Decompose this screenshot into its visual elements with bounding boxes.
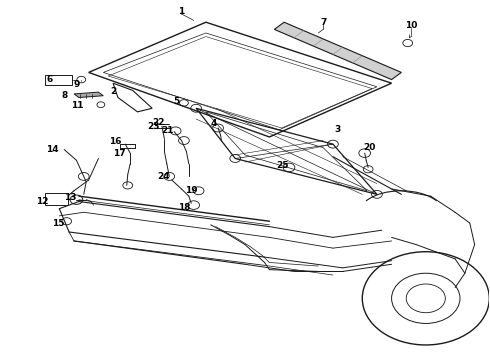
Text: 10: 10 [405,21,417,30]
Text: 17: 17 [113,149,126,158]
Text: 5: 5 [173,96,180,105]
Polygon shape [274,22,401,80]
Text: 13: 13 [64,193,77,202]
Text: 18: 18 [178,203,190,212]
Text: 6: 6 [47,75,53,84]
FancyBboxPatch shape [45,193,68,205]
Text: 19: 19 [185,186,197,195]
Text: 16: 16 [109,137,122,146]
Text: 25: 25 [276,161,289,170]
Text: 3: 3 [335,125,341,134]
Text: 23: 23 [147,122,160,131]
Text: 12: 12 [36,197,49,206]
Text: 20: 20 [364,143,376,152]
Text: 15: 15 [52,219,65,228]
Text: 1: 1 [178,7,185,16]
Text: 11: 11 [71,101,84,110]
Text: 22: 22 [152,118,164,127]
Text: 21: 21 [162,126,174,135]
FancyBboxPatch shape [45,75,72,85]
Polygon shape [74,92,103,98]
Text: 14: 14 [46,145,58,154]
Text: 7: 7 [320,18,326,27]
Text: 9: 9 [73,81,79,90]
Text: 24: 24 [157,172,170,181]
Text: 2: 2 [110,86,116,95]
Text: 4: 4 [211,119,218,128]
Text: 8: 8 [61,90,67,99]
